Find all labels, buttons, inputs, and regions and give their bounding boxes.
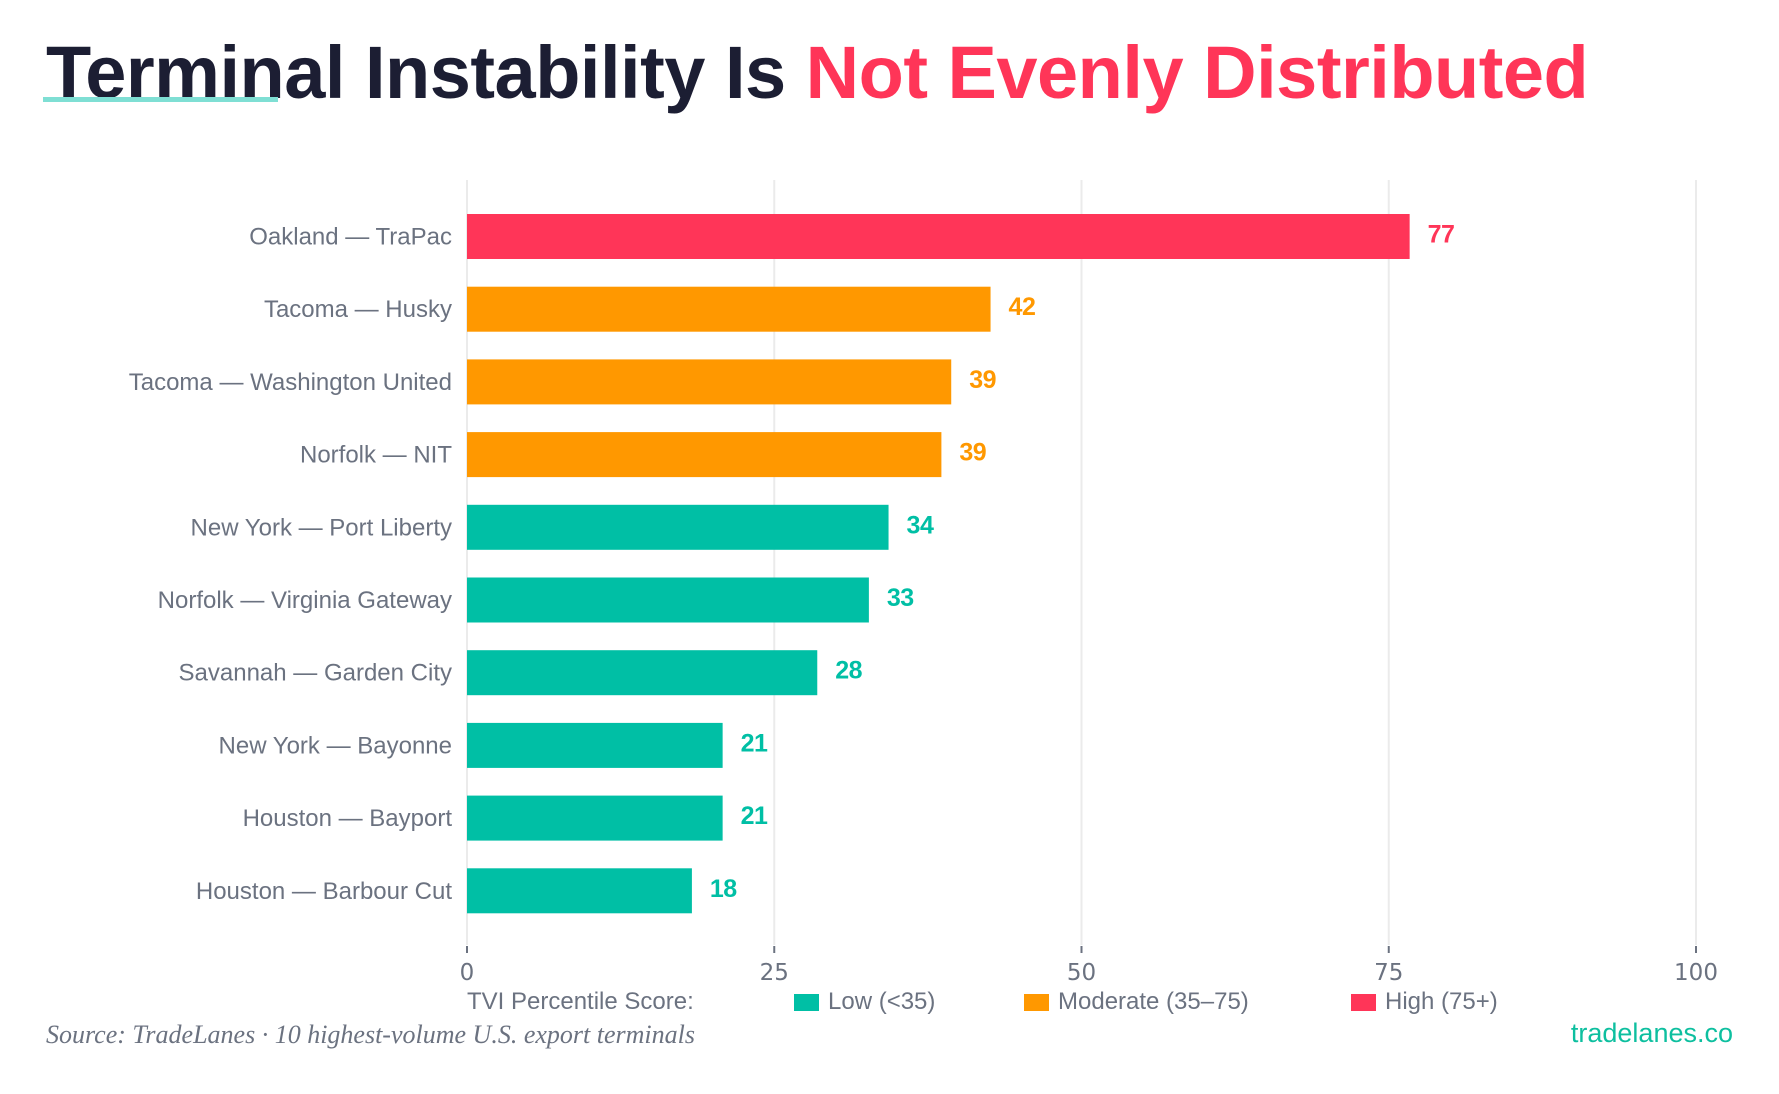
legend-label-moderate: Moderate (35–75) — [1058, 988, 1249, 1015]
category-label: Norfolk — Virginia Gateway — [158, 587, 452, 614]
bar — [467, 286, 991, 332]
legend-label-high: High (75+) — [1385, 988, 1498, 1015]
tick-label: 75 — [1374, 960, 1403, 986]
legend-label-low: Low (<35) — [828, 988, 936, 1015]
category-label: Houston — Barbour Cut — [196, 878, 452, 905]
bar — [467, 504, 889, 550]
category-label: Norfolk — NIT — [300, 442, 452, 469]
legend-title: TVI Percentile Score: — [467, 988, 694, 1015]
tick-label: 25 — [760, 960, 789, 986]
legend-swatch-low — [794, 993, 819, 1011]
value-label: 77 — [1428, 221, 1455, 249]
value-label: 18 — [710, 875, 737, 903]
category-label: New York — Port Liberty — [191, 514, 452, 541]
category-label: Houston — Bayport — [243, 805, 453, 832]
bar — [467, 650, 818, 696]
value-label: 21 — [741, 802, 768, 830]
bar — [467, 432, 942, 478]
value-label: 39 — [969, 366, 996, 394]
value-label: 42 — [1009, 293, 1036, 321]
category-labels: Oakland — TraPac Tacoma — Husky Tacoma — W… — [129, 224, 453, 905]
x-axis-ticks: 0 25 50 75 100 — [460, 946, 1718, 986]
tick-label: 50 — [1067, 960, 1096, 986]
value-label: 28 — [835, 657, 862, 685]
category-label: New York — Bayonne — [219, 732, 452, 759]
value-label: 33 — [887, 584, 914, 612]
category-label: Savannah — Garden City — [179, 660, 452, 687]
bars — [467, 214, 1410, 914]
category-label: Tacoma — Washington United — [129, 369, 452, 396]
bar — [467, 214, 1410, 259]
value-label: 21 — [741, 729, 768, 757]
tick-label: 100 — [1674, 960, 1718, 986]
legend-swatch-high — [1351, 993, 1376, 1011]
legend-item-moderate: Moderate (35–75) — [1024, 988, 1249, 1016]
bar — [467, 722, 723, 768]
bar — [467, 577, 869, 623]
brand-link[interactable]: tradelanes.co — [1570, 1018, 1733, 1048]
bar — [467, 868, 692, 914]
legend-swatch-moderate — [1024, 993, 1049, 1011]
category-label: Oakland — TraPac — [249, 224, 452, 251]
title-underline — [43, 97, 278, 102]
source-note: Source: TradeLanes · 10 highest-volume U… — [46, 1020, 695, 1049]
legend-item-low: Low (<35) — [794, 988, 935, 1016]
category-label: Tacoma — Husky — [264, 296, 452, 323]
bar — [467, 359, 952, 405]
bar — [467, 795, 723, 841]
legend-item-high: High (75+) — [1351, 988, 1498, 1016]
value-label: 34 — [907, 511, 934, 539]
tick-label: 0 — [460, 960, 475, 986]
title-part-2: Not Evenly Distributed — [805, 31, 1589, 114]
value-label: 39 — [959, 439, 986, 467]
value-labels: 77 42 39 39 34 33 28 21 21 18 — [710, 221, 1455, 903]
